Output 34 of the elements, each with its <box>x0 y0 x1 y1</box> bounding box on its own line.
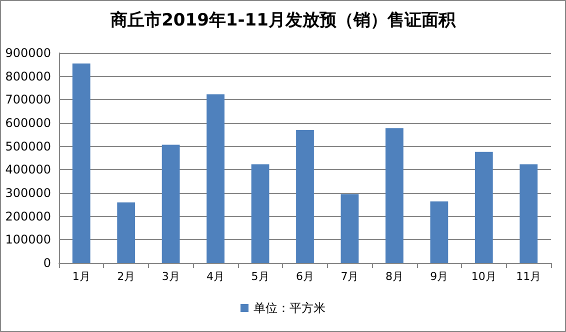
bar <box>296 130 314 263</box>
x-tick-label: 11月 <box>516 270 542 283</box>
bar <box>251 164 270 263</box>
x-tick-label: 1月 <box>72 270 90 283</box>
y-tick-label: 900000 <box>5 46 51 60</box>
x-tick-label: 9月 <box>430 270 448 283</box>
bar <box>206 94 224 263</box>
bar <box>430 201 448 263</box>
y-tick-label: 800000 <box>5 69 51 84</box>
y-tick-label: 0 <box>43 256 51 270</box>
y-tick-label: 200000 <box>5 209 51 224</box>
bar <box>117 202 136 263</box>
y-tick-label: 300000 <box>5 186 51 200</box>
bar <box>386 128 404 263</box>
x-tick-label: 4月 <box>206 270 225 283</box>
x-tick-label: 7月 <box>340 270 359 283</box>
bar <box>474 152 493 263</box>
y-tick-label: 500000 <box>5 139 51 154</box>
bar <box>162 144 180 263</box>
bar <box>340 194 359 263</box>
x-tick-label: 2月 <box>117 270 136 283</box>
y-tick-label: 700000 <box>5 92 51 107</box>
x-tick-label: 10月 <box>471 270 496 283</box>
y-tick-label: 100000 <box>5 232 51 247</box>
x-tick-label: 5月 <box>251 270 270 283</box>
y-tick-label: 400000 <box>5 162 51 177</box>
x-tick-label: 3月 <box>162 270 180 283</box>
x-tick-label: 8月 <box>385 270 404 283</box>
legend-label: 单位：平方米 <box>254 301 326 315</box>
y-tick-label: 600000 <box>5 116 51 130</box>
bar <box>520 164 538 263</box>
x-tick-label: 6月 <box>296 270 314 283</box>
bar <box>72 64 90 263</box>
chart-title: 商丘市2019年1-11月发放预（销）售证面积 <box>110 10 456 30</box>
